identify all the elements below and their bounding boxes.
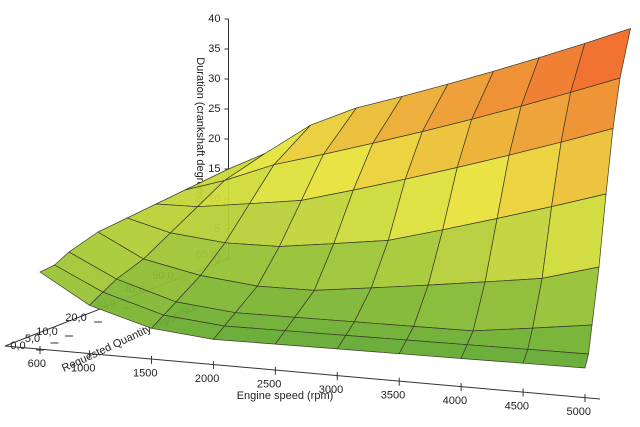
y-tick-label: 0,0 [10, 340, 25, 352]
surface-cell [527, 324, 593, 355]
surface-cell [570, 27, 631, 93]
x-axis [4, 345, 601, 400]
z-tick-label: 30 [208, 73, 220, 85]
z-tick-label: 20 [208, 133, 220, 145]
x-tick-label: 4500 [505, 400, 529, 412]
y-tick-label: 20,0 [65, 312, 86, 324]
z-tick-label: 40 [208, 13, 220, 25]
x-tick-label: 3500 [381, 390, 405, 402]
z-tick-label: 35 [208, 43, 220, 55]
x-tick-label: 5000 [567, 406, 591, 418]
z-tick-label: 25 [208, 103, 220, 115]
surface-cell [522, 348, 589, 369]
y-tick-label: 10,0 [36, 326, 57, 338]
x-tick-label: 2000 [195, 373, 219, 385]
z-axis-label: Duration (crankshaft degrees) [194, 57, 206, 203]
surface [39, 27, 631, 369]
x-tick-label: 3000 [319, 384, 343, 396]
x-tick-label: 4000 [443, 395, 467, 407]
x-tick-label: 1500 [133, 368, 157, 380]
x-tick-label: 600 [28, 358, 46, 370]
x-tick-label: 1000 [71, 362, 95, 374]
y-tick-label: 5,0 [25, 333, 40, 345]
x-axis-label: Engine speed (rpm) [237, 390, 334, 402]
surface-cell [541, 193, 607, 279]
x-tick-label: 2500 [257, 379, 281, 391]
z-tick-label: 15 [208, 163, 220, 175]
